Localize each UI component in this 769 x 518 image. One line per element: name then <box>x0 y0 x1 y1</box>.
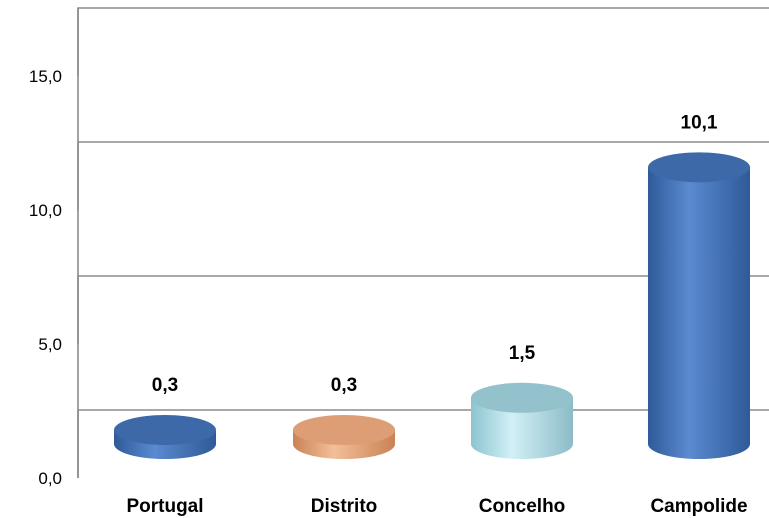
x-axis: Portugal Distrito Concelho Campolide <box>126 496 747 517</box>
y-tick-label: 5,0 <box>38 335 62 354</box>
bar-portugal <box>114 414 216 459</box>
y-tick-label: 0,0 <box>38 469 62 488</box>
data-label: 0,3 <box>331 375 357 396</box>
data-label: 1,5 <box>509 343 536 364</box>
bar-top <box>293 414 395 445</box>
y-tick-label: 15,0 <box>29 67 62 86</box>
data-label: 10,1 <box>681 112 718 133</box>
bar-body <box>648 167 750 459</box>
bars <box>114 152 750 459</box>
bar-top <box>648 152 750 183</box>
data-labels: 0,3 0,3 1,5 10,1 <box>152 112 718 396</box>
category-label: Concelho <box>479 496 566 517</box>
category-label: Campolide <box>650 496 747 517</box>
bar-top <box>471 382 573 413</box>
bar-distrito <box>293 414 395 459</box>
y-tick-label: 10,0 <box>29 201 62 220</box>
bar-body <box>471 397 573 459</box>
bar-concelho <box>471 382 573 459</box>
category-label: Portugal <box>126 496 203 517</box>
bar-top <box>114 414 216 445</box>
bar-campolide <box>648 152 750 459</box>
category-label: Distrito <box>311 496 378 517</box>
data-label: 0,3 <box>152 375 178 396</box>
y-axis: 0,0 5,0 10,0 15,0 <box>29 67 62 488</box>
gridline <box>77 7 769 76</box>
